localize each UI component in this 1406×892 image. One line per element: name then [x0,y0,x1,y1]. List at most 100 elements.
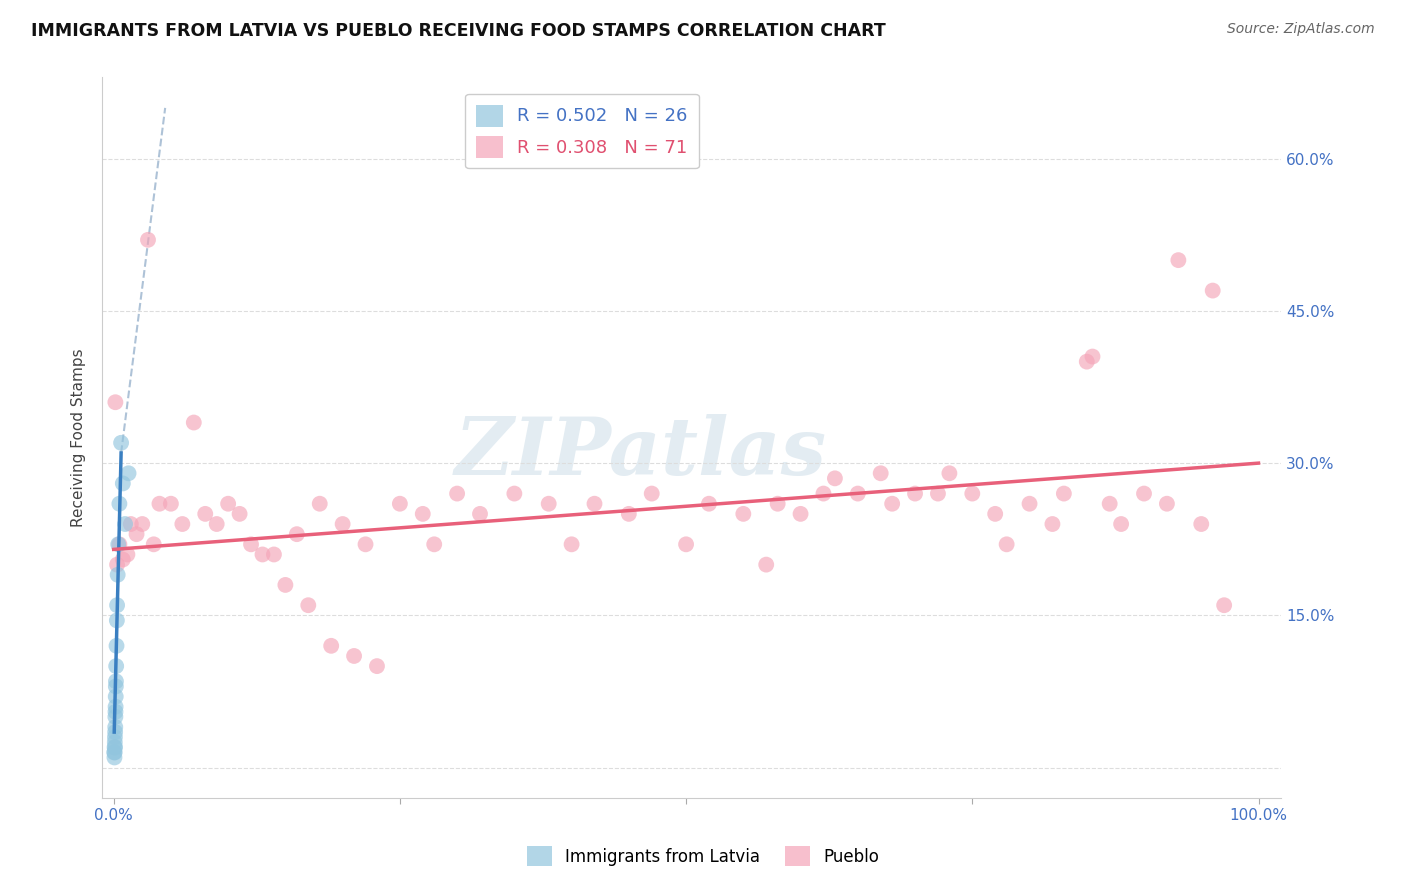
Legend: R = 0.502   N = 26, R = 0.308   N = 71: R = 0.502 N = 26, R = 0.308 N = 71 [465,94,699,169]
Point [136,233,159,247]
Point [321,639,343,653]
Point [1202,284,1225,298]
Point [697,497,720,511]
Point [131,516,153,531]
Point [194,507,217,521]
Point [103,745,125,759]
Point [412,507,434,521]
Point [813,486,835,500]
Point [1167,253,1189,268]
Point [1213,598,1236,612]
Point [962,486,984,500]
Point [617,507,640,521]
Point [1189,516,1212,531]
Point [1109,516,1132,531]
Point [1133,486,1156,500]
Point [107,537,129,551]
Point [766,497,789,511]
Point [104,710,127,724]
Point [285,527,308,541]
Point [274,578,297,592]
Point [205,516,228,531]
Point [117,548,139,562]
Point [1053,486,1076,500]
Point [869,467,891,481]
Point [468,507,491,521]
Y-axis label: Receiving Food Stamps: Receiving Food Stamps [72,349,86,527]
Point [105,598,128,612]
Point [308,497,330,511]
Point [105,614,128,628]
Point [104,725,127,739]
Point [263,548,285,562]
Point [1098,497,1121,511]
Point [938,467,960,481]
Point [343,648,366,663]
Point [984,507,1007,521]
Point [446,486,468,500]
Point [366,659,388,673]
Point [103,740,125,755]
Point [1042,516,1064,531]
Point [105,659,128,673]
Point [423,537,446,551]
Point [882,497,904,511]
Point [789,507,811,521]
Point [103,750,125,764]
Point [104,730,127,744]
Point [927,486,949,500]
Point [148,497,170,511]
Point [114,516,136,531]
Point [824,471,846,485]
Point [172,516,194,531]
Point [995,537,1018,551]
Text: ZIPatlas: ZIPatlas [454,414,827,491]
Point [104,720,127,734]
Point [217,497,239,511]
Point [104,680,127,694]
Point [104,699,127,714]
Point [111,552,134,566]
Point [537,497,560,511]
Point [1076,354,1098,368]
Point [117,467,139,481]
Point [160,497,183,511]
Point [104,740,127,755]
Point [108,497,131,511]
Point [755,558,778,572]
Point [583,497,606,511]
Point [110,435,132,450]
Point [1081,350,1104,364]
Point [104,690,127,704]
Point [1156,497,1178,511]
Point [104,705,127,719]
Point [107,567,129,582]
Point [252,548,274,562]
Point [1018,497,1040,511]
Text: Source: ZipAtlas.com: Source: ZipAtlas.com [1227,22,1375,37]
Point [846,486,869,500]
Text: IMMIGRANTS FROM LATVIA VS PUEBLO RECEIVING FOOD STAMPS CORRELATION CHART: IMMIGRANTS FROM LATVIA VS PUEBLO RECEIVI… [31,22,886,40]
Point [228,507,250,521]
Point [104,735,127,749]
Point [503,486,526,500]
Point [675,537,697,551]
Point [183,416,205,430]
Point [142,537,165,551]
Point [105,558,128,572]
Point [904,486,927,500]
Point [641,486,664,500]
Point [104,674,127,689]
Point [297,598,319,612]
Legend: Immigrants from Latvia, Pueblo: Immigrants from Latvia, Pueblo [520,839,886,873]
Point [332,516,354,531]
Point [120,516,142,531]
Point [111,476,134,491]
Point [561,537,583,551]
Point [354,537,377,551]
Point [733,507,755,521]
Point [108,537,131,551]
Point [240,537,263,551]
Point [125,527,148,541]
Point [104,395,127,409]
